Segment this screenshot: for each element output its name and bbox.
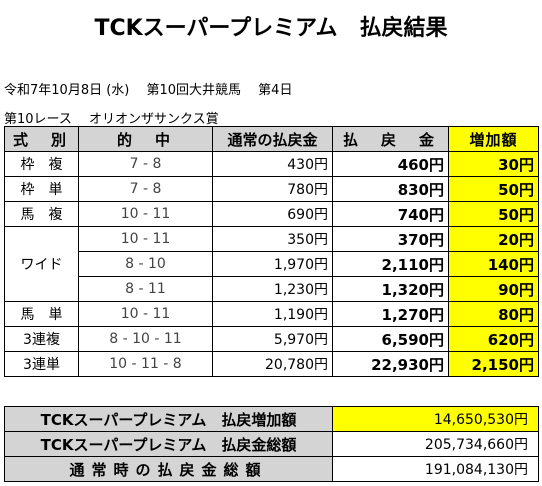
payout-cell: 460円 — [332, 151, 449, 177]
payout-cell: 6,590円 — [332, 326, 449, 352]
normal-payout-cell: 690円 — [212, 201, 333, 227]
increase-total-value: 14,650,530円 — [332, 406, 539, 432]
payout-cell: 740円 — [332, 201, 449, 227]
table-row: 馬 複 10 - 11 690円 740円 50円 — [4, 201, 539, 227]
normal-payout-cell: 350円 — [212, 226, 333, 252]
normal-total-label: 通常時の払戻金総額 — [4, 456, 333, 482]
table-header-row: 式 別 的 中 通常の払戻金 払 戻 金 増加額 — [4, 126, 539, 152]
bonus-cell: 30円 — [448, 151, 539, 177]
table-row: 8 - 10 1,970円 2,110円 140円 — [5, 251, 539, 277]
normal-payout-cell: 5,970円 — [212, 326, 333, 352]
table-row: 3連単 10 - 11 - 8 20,780円 22,930円 2,150円 — [4, 351, 539, 377]
bonus-cell: 20円 — [448, 226, 539, 252]
bonus-cell: 620円 — [448, 326, 539, 352]
bonus-cell: 140円 — [448, 251, 539, 277]
summary-row: TCKスーパープレミアム 払戻増加額 14,650,530円 — [4, 406, 539, 432]
combo-cell: 7 - 8 — [78, 176, 213, 202]
table-row: 馬 単 10 - 11 1,190円 1,270円 80円 — [4, 301, 539, 327]
payout-total-value: 205,734,660円 — [332, 431, 539, 457]
payout-cell: 2,110円 — [332, 251, 449, 277]
normal-payout-cell: 780円 — [212, 176, 333, 202]
header-bet-type: 式 別 — [4, 126, 79, 152]
table-row: 8 - 11 1,230円 1,320円 90円 — [5, 276, 539, 302]
bet-type-cell: ワイド — [4, 226, 79, 302]
normal-payout-cell: 1,190円 — [212, 301, 333, 327]
payout-cell: 22,930円 — [332, 351, 449, 377]
bonus-cell: 50円 — [448, 201, 539, 227]
bet-type-cell: 枠 複 — [4, 151, 79, 177]
combo-cell: 8 - 10 - 11 — [78, 326, 213, 352]
bonus-cell: 90円 — [448, 276, 539, 302]
header-winning-combo: 的 中 — [78, 126, 213, 152]
table-row: 枠 複 7 - 8 430円 460円 30円 — [4, 151, 539, 177]
normal-payout-cell: 1,230円 — [212, 276, 333, 302]
table-row: ワイド 10 - 11 350円 370円 20円 — [4, 226, 539, 302]
combo-cell: 10 - 11 — [78, 201, 213, 227]
header-bonus: 増加額 — [448, 126, 539, 152]
bet-type-cell: 枠 単 — [4, 176, 79, 202]
combo-cell: 8 - 11 — [78, 276, 213, 302]
summary-table: TCKスーパープレミアム 払戻増加額 14,650,530円 TCKスーパープレ… — [4, 406, 539, 482]
increase-total-label: TCKスーパープレミアム 払戻増加額 — [4, 406, 333, 432]
bonus-cell: 2,150円 — [448, 351, 539, 377]
table-row: 枠 単 7 - 8 780円 830円 50円 — [4, 176, 539, 202]
combo-cell: 8 - 10 — [78, 251, 213, 277]
race-name: 第10レース オリオンザサンクス賞 — [4, 112, 219, 127]
payout-cell: 830円 — [332, 176, 449, 202]
combo-cell: 10 - 11 - 8 — [78, 351, 213, 377]
combo-cell: 10 - 11 — [78, 301, 213, 327]
payout-cell: 1,270円 — [332, 301, 449, 327]
normal-payout-cell: 430円 — [212, 151, 333, 177]
normal-payout-cell: 20,780円 — [212, 351, 333, 377]
payout-total-label: TCKスーパープレミアム 払戻金総額 — [4, 431, 333, 457]
payout-cell: 1,320円 — [332, 276, 449, 302]
combo-cell: 7 - 8 — [78, 151, 213, 177]
summary-row: TCKスーパープレミアム 払戻金総額 205,734,660円 — [4, 431, 539, 457]
normal-total-value: 191,084,130円 — [332, 456, 539, 482]
combo-cell: 10 - 11 — [78, 226, 213, 252]
normal-payout-cell: 1,970円 — [212, 251, 333, 277]
header-normal-payout: 通常の払戻金 — [212, 126, 333, 152]
bonus-cell: 80円 — [448, 301, 539, 327]
summary-row: 通常時の払戻金総額 191,084,130円 — [4, 456, 539, 482]
bet-type-cell: 3連複 — [4, 326, 79, 352]
bet-type-cell: 馬 複 — [4, 201, 79, 227]
bet-type-cell: 3連単 — [4, 351, 79, 377]
header-payout: 払 戻 金 — [332, 126, 449, 152]
payout-cell: 370円 — [332, 226, 449, 252]
payout-results-table: 式 別 的 中 通常の払戻金 払 戻 金 増加額 枠 複 7 - 8 430円 … — [4, 126, 539, 377]
race-date-venue: 令和7年10月8日 (水) 第10回大井競馬 第4日 — [4, 83, 293, 98]
bet-type-cell: 馬 単 — [4, 301, 79, 327]
table-row: 3連複 8 - 10 - 11 5,970円 6,590円 620円 — [4, 326, 539, 352]
bonus-cell: 50円 — [448, 176, 539, 202]
page-title: TCKスーパープレミアム 払戻結果 — [94, 16, 448, 41]
